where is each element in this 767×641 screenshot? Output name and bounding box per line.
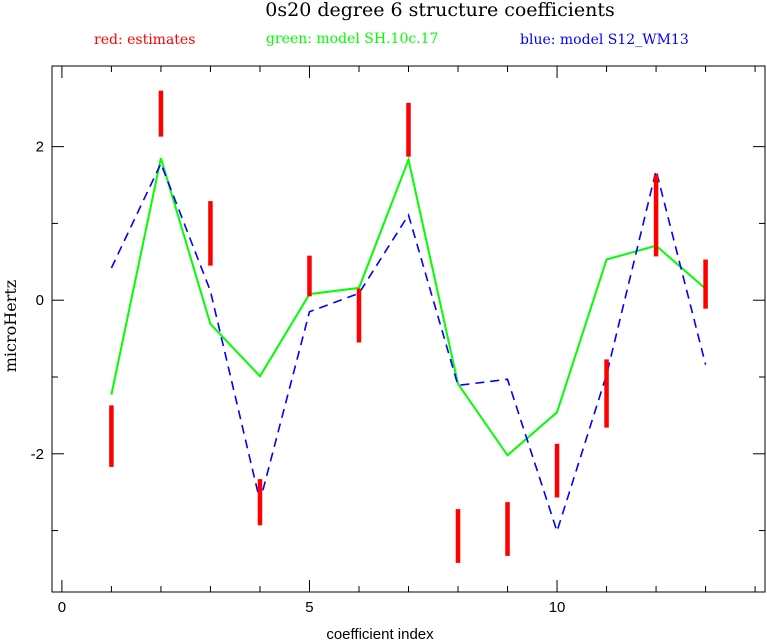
y-tick-label: 2 (36, 139, 44, 156)
model-lines (110, 156, 707, 534)
x-tick-label: 5 (305, 599, 313, 616)
estimate-bars (109, 90, 708, 563)
legend-model-blue: blue: model S12_WM13 (520, 32, 689, 48)
y-tick-label: 0 (36, 292, 44, 309)
y-tick-label: -2 (31, 446, 44, 463)
x-tick-label: 10 (549, 599, 566, 616)
legend-estimates: red: estimates (94, 32, 195, 48)
y-axis-label: microHertz (1, 280, 20, 372)
axis-tick-labels: 0 5 10 -2 0 2 (31, 139, 566, 616)
axis-ticks (52, 66, 765, 592)
legend-model-green: green: model SH.10c.17 (266, 31, 438, 47)
chart-title: 0s20 degree 6 structure coefficients (265, 0, 614, 21)
series-line-model-sh10c17 (110, 156, 707, 457)
x-tick-label: 0 (58, 599, 66, 616)
series-line-model-s12wm13 (110, 161, 707, 534)
x-axis-label: coefficient index (326, 626, 434, 641)
